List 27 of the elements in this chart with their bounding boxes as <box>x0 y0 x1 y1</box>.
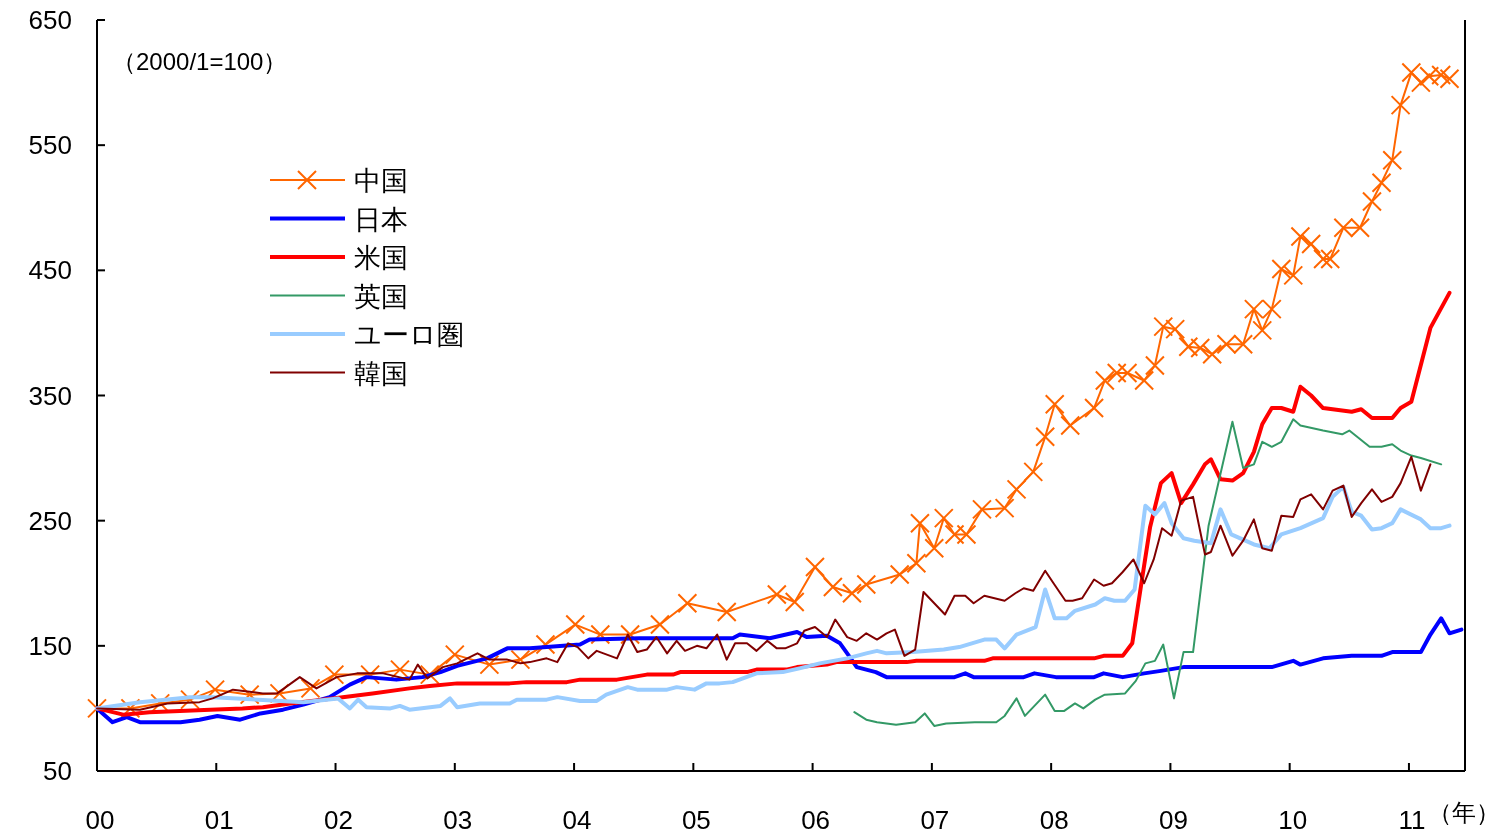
x-tick-label: 04 <box>562 805 592 835</box>
x-tick-label: 05 <box>681 805 711 835</box>
x-tick-label: 08 <box>1039 805 1069 835</box>
legend-label: 中国 <box>354 166 408 196</box>
x-tick-label: 02 <box>324 805 353 835</box>
legend-label: 英国 <box>354 281 408 312</box>
y-tick-label: 50 <box>43 756 72 786</box>
x-tick-label: 03 <box>443 805 473 835</box>
x-tick-label: 11 <box>1398 805 1426 835</box>
x-axis-title: （年） <box>1428 799 1500 826</box>
legend-label: ユーロ圏 <box>354 320 464 350</box>
x-tick-label: 01 <box>204 805 234 835</box>
y-tick-label: 450 <box>28 255 72 286</box>
y-tick-label: 250 <box>28 505 72 536</box>
x-tick-label: 10 <box>1278 805 1308 835</box>
annotation: （2000/1=100） <box>112 48 288 75</box>
y-tick-label: 550 <box>28 130 72 161</box>
legend-label: 日本 <box>354 204 408 235</box>
x-tick-label: 09 <box>1158 805 1188 835</box>
legend-label: 米国 <box>354 243 408 273</box>
x-tick-label: 06 <box>801 805 831 835</box>
x-tick-label: 07 <box>920 805 950 835</box>
y-tick-label: 350 <box>28 380 72 411</box>
legend-label: 韓国 <box>354 358 408 389</box>
y-tick-label: 150 <box>28 630 72 661</box>
y-tick-label: 650 <box>28 5 72 35</box>
x-tick-label: 00 <box>85 805 115 835</box>
